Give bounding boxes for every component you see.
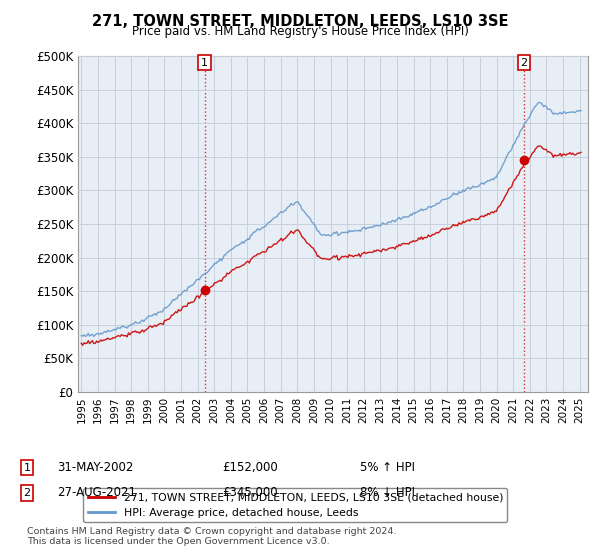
Text: 1: 1 (23, 463, 31, 473)
Text: 5% ↑ HPI: 5% ↑ HPI (360, 461, 415, 474)
Text: £345,000: £345,000 (222, 486, 278, 500)
Text: £152,000: £152,000 (222, 461, 278, 474)
Text: Price paid vs. HM Land Registry's House Price Index (HPI): Price paid vs. HM Land Registry's House … (131, 25, 469, 38)
Text: 2: 2 (520, 58, 527, 68)
Text: 8% ↓ HPI: 8% ↓ HPI (360, 486, 415, 500)
Text: 271, TOWN STREET, MIDDLETON, LEEDS, LS10 3SE: 271, TOWN STREET, MIDDLETON, LEEDS, LS10… (92, 14, 508, 29)
Legend: 271, TOWN STREET, MIDDLETON, LEEDS, LS10 3SE (detached house), HPI: Average pric: 271, TOWN STREET, MIDDLETON, LEEDS, LS10… (83, 488, 508, 522)
Text: 1: 1 (201, 58, 208, 68)
Text: 27-AUG-2021: 27-AUG-2021 (57, 486, 136, 500)
Text: 2: 2 (23, 488, 31, 498)
Text: Contains HM Land Registry data © Crown copyright and database right 2024.
This d: Contains HM Land Registry data © Crown c… (27, 526, 397, 546)
Text: 31-MAY-2002: 31-MAY-2002 (57, 461, 133, 474)
